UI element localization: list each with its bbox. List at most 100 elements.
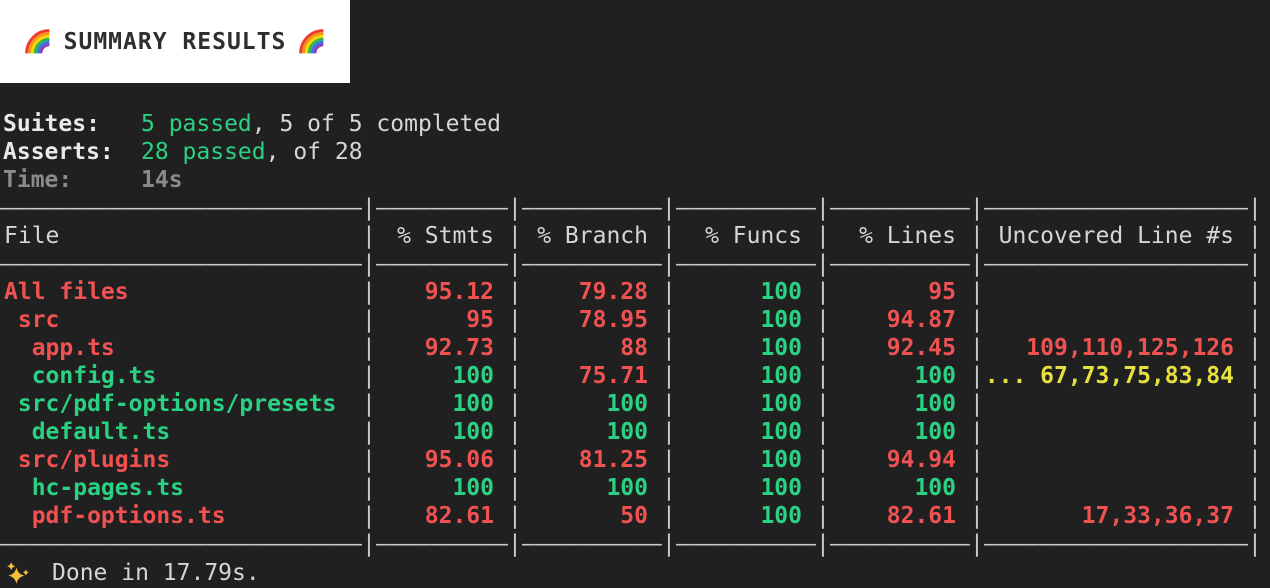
uncovered-lines [984, 278, 1248, 306]
table-row: src/pdf-options/presets | 100 | 100 | 100 | 100 |… [0, 390, 1270, 418]
summary-value: 14s [141, 167, 183, 193]
column-separator: | [970, 503, 984, 529]
border-dashes: –––––––––––––––––––––––––––––––– [521, 531, 662, 557]
row-end: | [1248, 502, 1262, 530]
column-separator: | [970, 363, 984, 389]
file-cell: src [0, 306, 362, 334]
uncovered-cell: | [970, 474, 1248, 502]
border-segment: |–––––––––––––––––––––––––––––––– [662, 250, 816, 278]
summary-value: 5 passed [141, 111, 252, 137]
branch-cell: | 100 [508, 474, 662, 502]
border-segment: |–––––––––––––––––––––––––––––––– [508, 194, 662, 222]
column-separator: | [662, 195, 676, 221]
stmts-value: 100 [452, 419, 494, 445]
column-separator: | [816, 531, 830, 557]
uncovered-cell: | 109,110,125,126 [970, 334, 1248, 362]
summary-value: , of 28 [265, 139, 363, 165]
funcs-cell: | 100 [662, 278, 816, 306]
column-separator: | [662, 335, 676, 361]
column-separator: | [970, 223, 984, 249]
row-end: | [1248, 418, 1262, 446]
lines-value: 92.45 [886, 335, 956, 361]
border-dashes: –––––––––––––––––––––––––––––––– [675, 531, 816, 557]
file-name: hc-pages.ts [4, 475, 185, 501]
uncovered-lines [984, 474, 1248, 502]
uncovered-lines [984, 390, 1248, 418]
border-dashes: –––––––––––––––––––––––––––––––– [0, 531, 362, 557]
funcs-value: 100 [760, 363, 802, 389]
border-dashes: –––––––––––––––––––––––––––––––– [983, 195, 1248, 221]
column-separator: | [508, 251, 522, 277]
column-separator: | [362, 279, 376, 305]
border-segment: –––––––––––––––––––––––––––––––– [0, 194, 362, 222]
border-dashes: –––––––––––––––––––––––––––––––– [521, 195, 662, 221]
uncovered-lines: 109,110,125,126 [1026, 335, 1234, 361]
stmts-value: 95 [466, 307, 494, 333]
header-label: File [4, 223, 60, 249]
file-cell: hc-pages.ts [0, 474, 362, 502]
stmts-cell: | 100 [362, 418, 508, 446]
border-segment: |–––––––––––––––––––––––––––––––– [362, 530, 508, 558]
sparkles-icon [7, 562, 29, 584]
row-end: | [1248, 446, 1262, 474]
column-separator: | [1248, 195, 1262, 221]
stmts-value: 82.61 [424, 503, 494, 529]
stmts-cell: | 82.61 [362, 502, 508, 530]
column-separator: | [662, 391, 676, 417]
file-cell: app.ts [0, 334, 362, 362]
stmts-cell: | 100 [362, 390, 508, 418]
border-segment: | [1248, 194, 1262, 222]
column-separator: | [1248, 419, 1262, 445]
uncovered-cell: |... 67,73,75,83,84 [970, 362, 1248, 390]
file-cell: src/plugins [0, 446, 362, 474]
column-separator: | [662, 363, 676, 389]
coverage-table: ––––––––––––––––––––––––––––––––|–––––––… [0, 194, 1270, 558]
stmts-value: 92.73 [424, 335, 494, 361]
branch-value: 100 [606, 391, 648, 417]
header-cell-funcs: | % Funcs [662, 222, 816, 250]
column-separator: | [816, 419, 830, 445]
branch-cell: | 79.28 [508, 278, 662, 306]
funcs-cell: | 100 [662, 474, 816, 502]
column-separator: | [970, 335, 984, 361]
rainbow-icon [24, 28, 50, 54]
uncovered-cell: | [970, 418, 1248, 446]
lines-value: 82.61 [886, 503, 956, 529]
column-separator: | [362, 363, 376, 389]
stmts-cell: | 95.12 [362, 278, 508, 306]
summary-label: Time: [3, 167, 73, 193]
funcs-cell: | 100 [662, 502, 816, 530]
column-separator: | [1248, 503, 1262, 529]
header-cell-file: File [0, 222, 362, 250]
header-cell-uncovered: | Uncovered Line #s [970, 222, 1248, 250]
border-dashes: –––––––––––––––––––––––––––––––– [829, 531, 970, 557]
column-separator: | [362, 419, 376, 445]
header-label: % Lines [859, 223, 956, 249]
lines-cell: | 100 [816, 390, 970, 418]
border-dashes: –––––––––––––––––––––––––––––––– [0, 251, 362, 277]
file-name: src/plugins [4, 447, 171, 473]
column-separator: | [508, 475, 522, 501]
column-separator: | [1248, 531, 1262, 557]
branch-cell: | 75.71 [508, 362, 662, 390]
branch-cell: | 81.25 [508, 446, 662, 474]
column-separator: | [508, 363, 522, 389]
column-separator: | [970, 447, 984, 473]
column-separator: | [508, 223, 522, 249]
lines-cell: | 100 [816, 362, 970, 390]
column-separator: | [362, 391, 376, 417]
test-summary: Suites: 5 passed, 5 of 5 completed Asserts… [0, 110, 1270, 194]
branch-value: 88 [620, 335, 648, 361]
border-dashes: –––––––––––––––––––––––––––––––– [829, 195, 970, 221]
column-separator: | [816, 223, 830, 249]
uncovered-lines [984, 306, 1248, 334]
branch-cell: | 100 [508, 390, 662, 418]
summary-line: Suites: 5 passed, 5 of 5 completed [3, 110, 1270, 138]
lines-cell: | 92.45 [816, 334, 970, 362]
uncovered-cell: | [970, 390, 1248, 418]
stmts-cell: | 92.73 [362, 334, 508, 362]
stmts-value: 100 [452, 475, 494, 501]
branch-value: 100 [606, 419, 648, 445]
column-separator: | [508, 447, 522, 473]
